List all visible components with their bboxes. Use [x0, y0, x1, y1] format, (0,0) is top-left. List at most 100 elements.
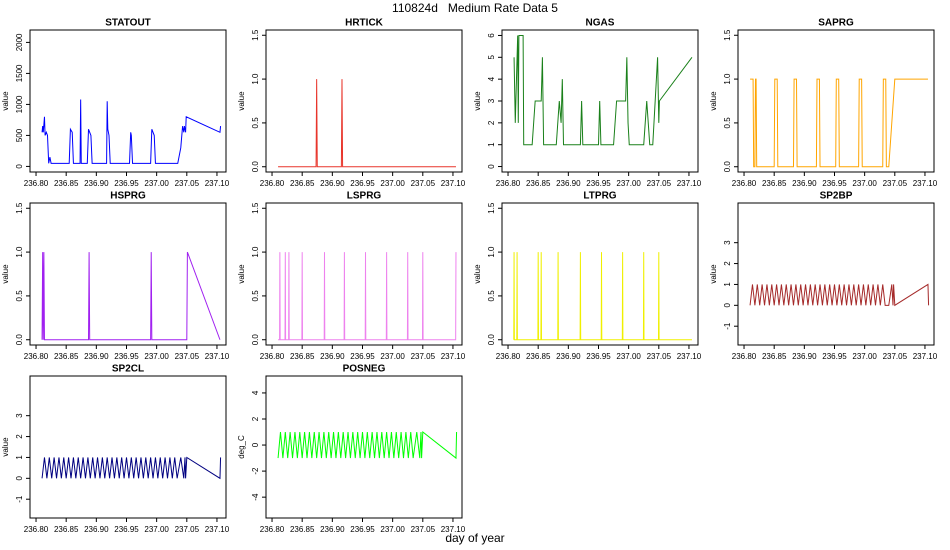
y-axis-label: value [473, 91, 482, 111]
y-axis-label: value [237, 91, 246, 111]
x-tick-label: 236.80 [496, 179, 521, 188]
panel-title: HSPRG [110, 191, 146, 202]
plot-frame [29, 202, 227, 346]
x-tick-label: 236.80 [24, 352, 49, 361]
x-tick-label: 236.95 [350, 179, 375, 188]
y-tick-label: 2 [487, 120, 496, 125]
y-tick-label: 0.5 [251, 290, 260, 302]
panel-title: LTPRG [583, 191, 616, 202]
y-tick-label: 1.0 [15, 246, 24, 258]
x-tick-label: 236.95 [822, 352, 847, 361]
y-tick-label: 2 [723, 261, 732, 266]
x-tick-label: 236.95 [350, 352, 375, 361]
x-tick-label: 237.00 [144, 352, 169, 361]
y-tick-label: 6 [487, 33, 496, 38]
y-tick-label: -4 [251, 493, 260, 501]
y-tick-label: 0.5 [723, 117, 732, 129]
plot-frame [29, 375, 227, 519]
x-tick-label: 236.85 [290, 352, 315, 361]
x-tick-label: 237.05 [175, 179, 200, 188]
y-tick-label: 4 [487, 76, 496, 81]
plot-frame [737, 202, 935, 346]
y-tick-label: 0.0 [251, 161, 260, 173]
y-tick-label: 0 [251, 442, 260, 447]
x-tick-label: 236.95 [586, 352, 611, 361]
x-tick-label: 236.90 [792, 179, 817, 188]
y-tick-label: 1 [723, 282, 732, 287]
x-tick-label: 236.90 [320, 179, 345, 188]
x-tick-label: 236.85 [526, 352, 551, 361]
y-tick-label: 0.0 [487, 334, 496, 346]
y-tick-label: 1.0 [487, 246, 496, 258]
x-tick-label: 236.95 [586, 179, 611, 188]
y-tick-label: 0.5 [487, 290, 496, 302]
x-tick-label: 236.85 [290, 179, 315, 188]
data-line [278, 79, 456, 168]
y-tick-label: 1 [15, 455, 24, 460]
x-tick-label: 236.85 [290, 525, 315, 534]
x-tick-label: 236.80 [732, 352, 757, 361]
x-tick-label: 237.05 [647, 352, 672, 361]
y-tick-label: 2000 [15, 33, 24, 51]
panel-title: SP2CL [112, 364, 144, 375]
x-tick-label: 237.05 [175, 352, 200, 361]
x-tick-label: 237.00 [380, 179, 405, 188]
x-tick-label: 236.90 [84, 525, 109, 534]
x-tick-label: 236.90 [792, 352, 817, 361]
plot-frame [265, 202, 463, 346]
x-tick-label: 237.10 [441, 352, 466, 361]
x-tick-label: 236.95 [114, 352, 139, 361]
data-line [278, 252, 457, 341]
data-line [750, 78, 928, 168]
panel-title: SAPRG [818, 18, 854, 29]
y-tick-label: 0 [15, 476, 24, 481]
y-tick-label: 0.0 [251, 334, 260, 346]
x-tick-label: 236.80 [496, 352, 521, 361]
x-tick-label: 236.85 [54, 525, 79, 534]
y-tick-label: 0.0 [15, 334, 24, 346]
data-line [41, 456, 222, 480]
x-tick-label: 237.00 [616, 352, 641, 361]
plot-frame [501, 202, 699, 346]
x-tick-label: 237.00 [852, 179, 877, 188]
y-tick-label: 2 [15, 434, 24, 439]
y-axis-label: value [1, 91, 10, 111]
y-tick-label: 2 [251, 416, 260, 421]
y-axis-label: value [473, 264, 482, 284]
panel-title: NGAS [586, 18, 615, 29]
x-tick-label: 236.95 [822, 179, 847, 188]
x-tick-label: 236.90 [84, 179, 109, 188]
x-tick-label: 237.00 [380, 525, 405, 534]
y-tick-label: 3 [487, 98, 496, 103]
y-tick-label: 3 [723, 240, 732, 245]
y-tick-label: 1500 [15, 64, 24, 82]
x-tick-label: 237.05 [883, 179, 908, 188]
x-tick-label: 236.80 [260, 525, 285, 534]
data-line [277, 431, 458, 460]
x-tick-label: 237.10 [913, 352, 938, 361]
x-tick-label: 237.10 [441, 525, 466, 534]
data-line [41, 99, 222, 164]
x-tick-label: 237.00 [144, 525, 169, 534]
x-tick-label: 236.85 [762, 352, 787, 361]
x-tick-label: 237.05 [883, 352, 908, 361]
y-tick-label: 0.0 [723, 161, 732, 173]
y-tick-label: 1.0 [723, 73, 732, 85]
y-axis-label: value [1, 437, 10, 457]
plot-frame [737, 29, 935, 173]
panel-title: STATOUT [105, 18, 151, 29]
x-tick-label: 236.95 [114, 179, 139, 188]
plot-frame [265, 29, 463, 173]
x-tick-label: 236.90 [320, 525, 345, 534]
y-tick-label: 0.5 [251, 117, 260, 129]
plot-frame [29, 29, 227, 173]
y-axis-label: deg_C [237, 435, 246, 459]
y-tick-label: 1000 [15, 95, 24, 113]
panel-title: LSPRG [347, 191, 382, 202]
plot-frame [265, 375, 463, 519]
y-tick-label: 1.0 [251, 246, 260, 258]
x-tick-label: 236.90 [556, 179, 581, 188]
x-tick-label: 236.85 [54, 179, 79, 188]
y-tick-label: 5 [487, 55, 496, 60]
y-tick-label: 1.5 [251, 29, 260, 41]
